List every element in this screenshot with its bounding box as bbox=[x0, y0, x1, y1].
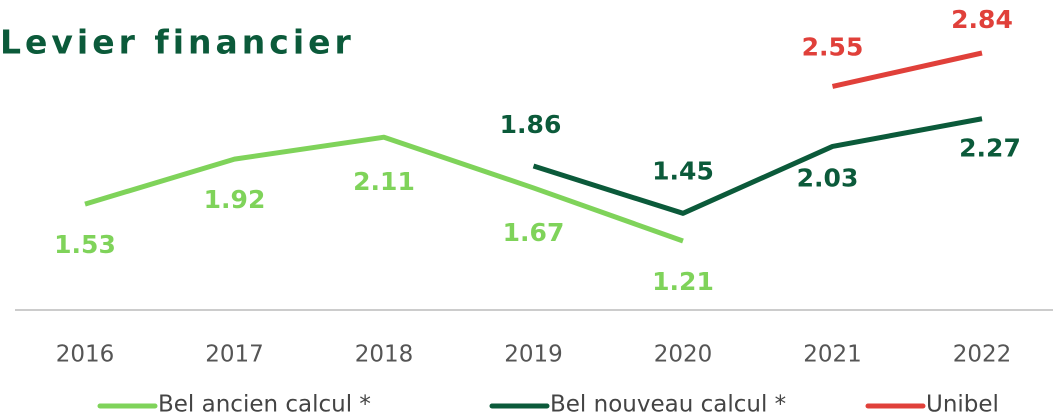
series-line bbox=[84, 134, 684, 244]
data-label: 2.55 bbox=[802, 32, 864, 61]
legend-label: Bel nouveau calcul * bbox=[550, 392, 786, 418]
x-tick-label: 2016 bbox=[56, 342, 115, 368]
data-label: 1.67 bbox=[503, 218, 565, 247]
series-line bbox=[831, 50, 983, 89]
x-tick-label: 2017 bbox=[205, 342, 264, 368]
series-line bbox=[532, 116, 983, 216]
legend-label: Unibel bbox=[926, 392, 999, 418]
chart-title: Levier financier bbox=[0, 23, 355, 62]
x-tick-label: 2019 bbox=[504, 342, 563, 368]
x-tick-label: 2020 bbox=[654, 342, 713, 368]
data-label: 1.45 bbox=[652, 156, 714, 185]
data-label: 1.86 bbox=[500, 110, 562, 139]
legend-label: Bel ancien calcul * bbox=[158, 392, 371, 418]
data-label: 2.27 bbox=[959, 134, 1021, 163]
data-label: 2.84 bbox=[951, 5, 1013, 34]
data-label: 1.92 bbox=[204, 185, 266, 214]
data-label: 1.21 bbox=[652, 267, 714, 296]
x-tick-label: 2021 bbox=[803, 342, 862, 368]
x-tick-label: 2018 bbox=[355, 342, 414, 368]
data-label: 2.11 bbox=[353, 167, 415, 196]
data-label: 2.03 bbox=[797, 163, 859, 192]
data-label: 1.53 bbox=[54, 230, 116, 259]
x-tick-label: 2022 bbox=[953, 342, 1012, 368]
